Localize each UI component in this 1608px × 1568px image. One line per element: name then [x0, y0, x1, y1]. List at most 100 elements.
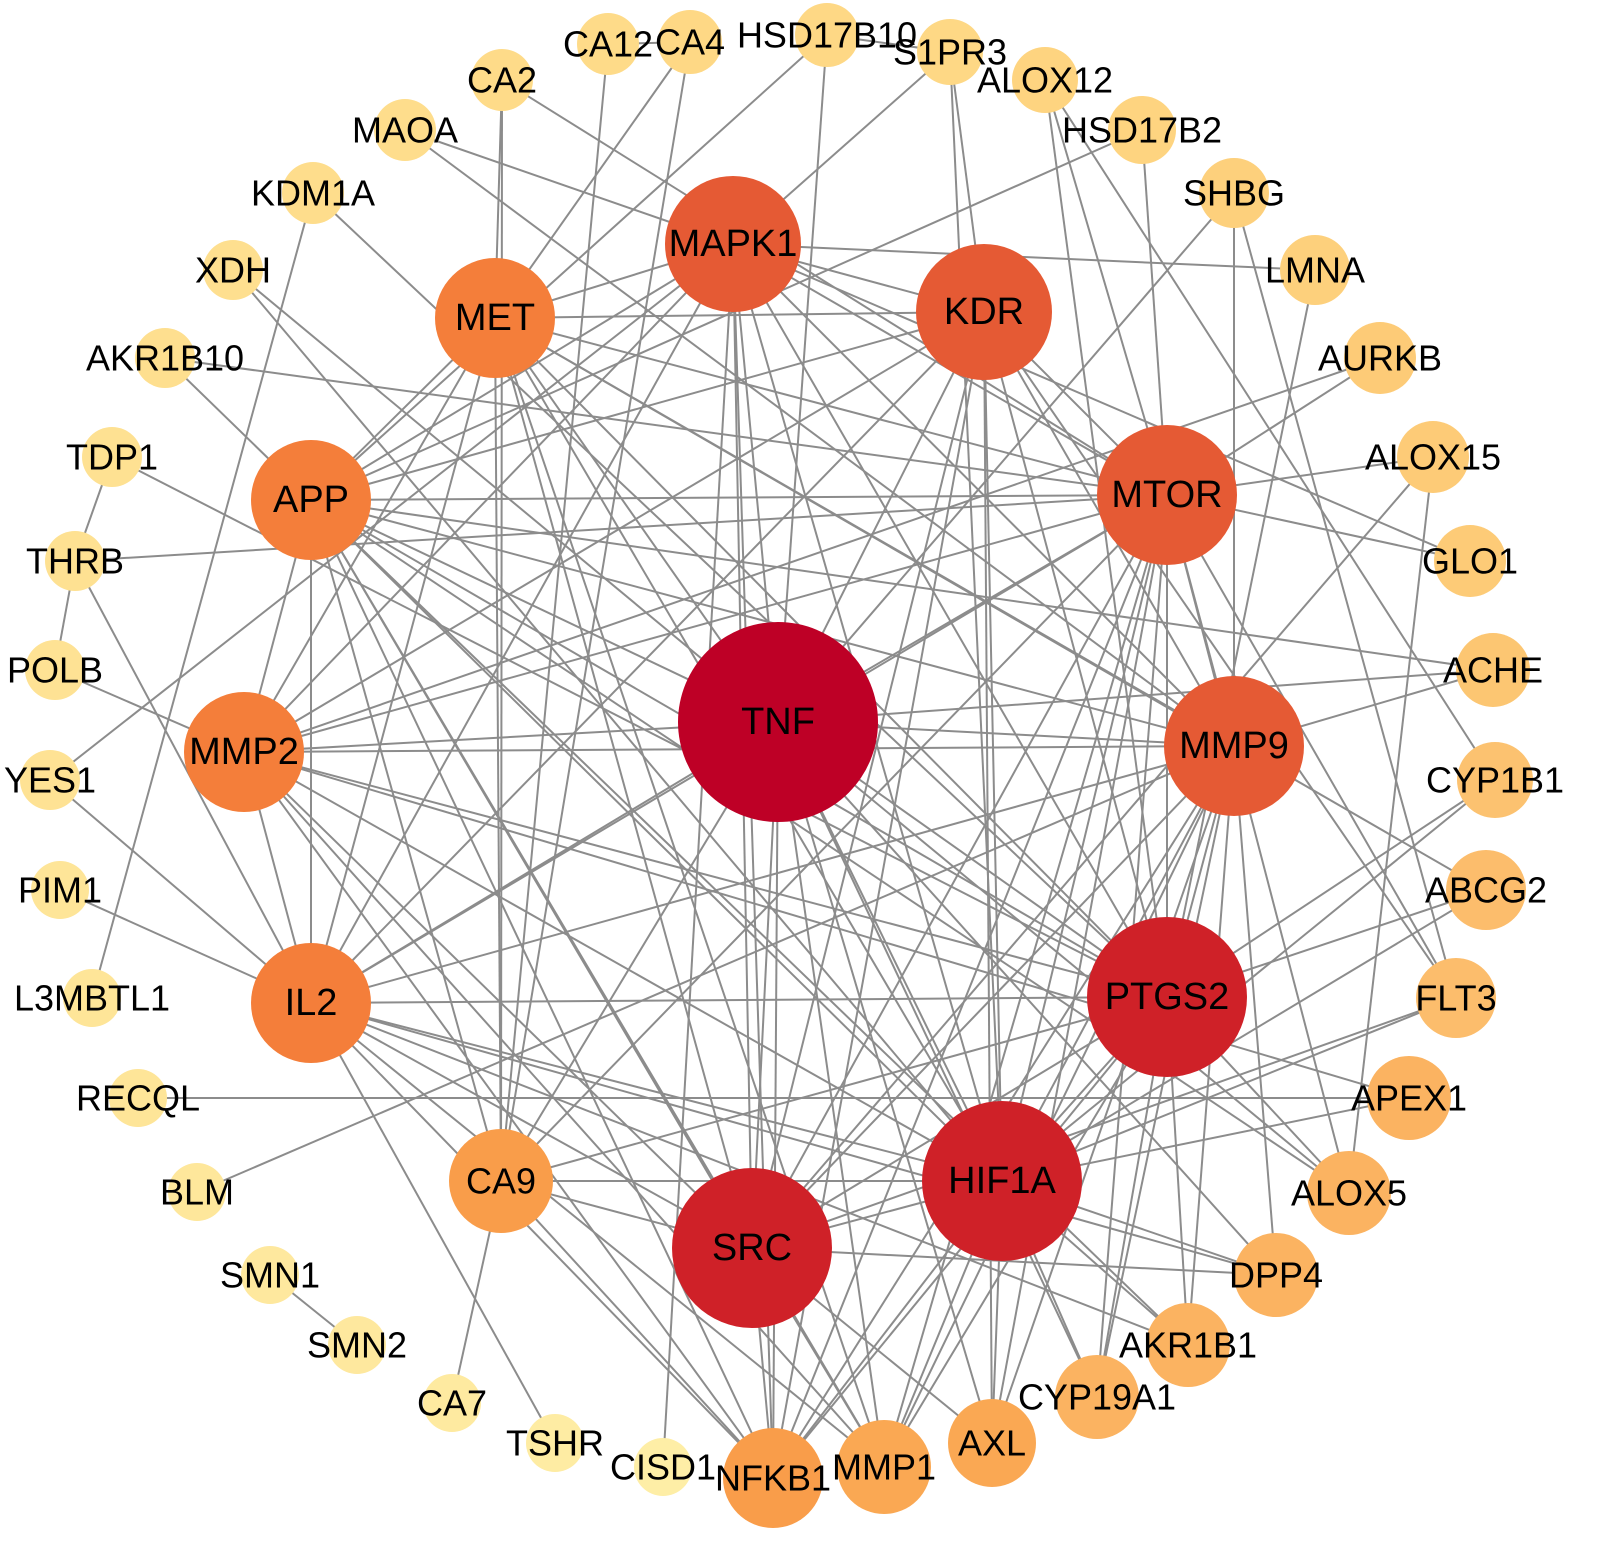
node-kdm1a[interactable] [282, 162, 344, 224]
node-mapk1[interactable] [665, 176, 801, 312]
edge-kdr-il2 [310, 311, 985, 1004]
node-l3mbtl1[interactable] [63, 969, 121, 1027]
node-label: CA9 [466, 1161, 536, 1202]
node-polb[interactable] [25, 640, 85, 700]
edge-ca9-ca2 [500, 79, 503, 1182]
node-mmp9[interactable] [1164, 676, 1304, 816]
node-label: CA7 [417, 1383, 487, 1424]
node-xdh[interactable] [203, 240, 263, 300]
node-circle [282, 162, 344, 224]
node-s1pr3[interactable] [917, 19, 983, 85]
node-aurkb[interactable] [1344, 322, 1416, 394]
node-apex1[interactable] [1367, 1056, 1451, 1140]
node-mmp1[interactable] [837, 1420, 931, 1514]
node-ca4[interactable] [658, 10, 722, 74]
edge-ptgs2-il2 [310, 996, 1168, 1004]
edge-hif1a-app [310, 499, 1003, 1182]
node-alox15[interactable] [1397, 421, 1469, 493]
node-circle [435, 258, 555, 378]
node-circle [374, 99, 436, 161]
node-ca12[interactable] [577, 13, 639, 75]
node-cisd1[interactable] [634, 1438, 692, 1496]
node-thrb[interactable] [45, 531, 105, 591]
node-flt3[interactable] [1416, 958, 1496, 1038]
node-recql[interactable] [109, 1069, 167, 1127]
node-akr1b1[interactable] [1146, 1303, 1230, 1387]
edge-mapk1-il2 [310, 243, 734, 1004]
node-smn2[interactable] [328, 1316, 386, 1374]
edge-kdr-mmp2 [243, 311, 985, 753]
node-label: AKR1B1 [1119, 1325, 1257, 1366]
edge-ca9-ptgs2 [500, 996, 1168, 1182]
node-nfkb1[interactable] [723, 1428, 823, 1528]
node-circle [1367, 1056, 1451, 1140]
edge-hsd17b10-tnf [777, 34, 828, 723]
node-dpp4[interactable] [1234, 1233, 1318, 1317]
node-akr1b10[interactable] [135, 328, 195, 388]
node-label: ALOX5 [1291, 1173, 1407, 1214]
node-hif1a[interactable] [922, 1101, 1082, 1261]
node-ca9[interactable] [449, 1129, 553, 1233]
node-hsd17b10[interactable] [795, 3, 859, 67]
edge-flt3-src [751, 997, 1457, 1249]
node-label: CYP19A1 [1018, 1377, 1176, 1418]
node-tdp1[interactable] [82, 427, 142, 487]
node-axl[interactable] [948, 1399, 1036, 1487]
node-circle [1087, 917, 1247, 1077]
node-abcg2[interactable] [1446, 850, 1526, 930]
node-maoa[interactable] [374, 99, 436, 161]
edge-nfkb1-ca9 [500, 1180, 774, 1479]
node-circle [423, 1374, 481, 1432]
node-label: TDP1 [66, 437, 158, 478]
node-circle [1164, 676, 1304, 816]
node-label: AXL [958, 1423, 1026, 1464]
node-circle [251, 943, 371, 1063]
edge-axl-mtor [991, 494, 1168, 1444]
node-lmna[interactable] [1280, 235, 1350, 305]
node-alox12[interactable] [1012, 47, 1078, 113]
node-label: CA12 [563, 24, 653, 65]
edge-lmna-mapk1 [732, 243, 1316, 271]
node-label: SHBG [1183, 173, 1285, 214]
node-met[interactable] [435, 258, 555, 378]
edge-ache-tnf [777, 669, 1494, 723]
node-mtor[interactable] [1097, 425, 1237, 565]
edge-akr1b10-mtor [164, 357, 1168, 496]
node-pim1[interactable] [31, 861, 89, 919]
node-ptgs2[interactable] [1087, 917, 1247, 1077]
node-circle [251, 440, 371, 560]
node-tshr[interactable] [526, 1414, 584, 1472]
edge-kdr-met [494, 311, 985, 319]
node-il2[interactable] [251, 943, 371, 1063]
node-cyp1b1[interactable] [1457, 742, 1533, 818]
node-ache[interactable] [1456, 633, 1530, 707]
node-blm[interactable] [168, 1163, 226, 1221]
node-label: POLB [7, 650, 103, 691]
node-alox5[interactable] [1307, 1151, 1391, 1235]
node-circle [1344, 322, 1416, 394]
node-label: AKR1B10 [86, 338, 244, 379]
node-kdr[interactable] [916, 244, 1052, 380]
node-circle [1234, 1233, 1318, 1317]
node-circle [1307, 1151, 1391, 1235]
node-hsd17b2[interactable] [1108, 96, 1176, 164]
node-label: ALOX12 [977, 60, 1113, 101]
node-glo1[interactable] [1434, 525, 1506, 597]
node-ca7[interactable] [423, 1374, 481, 1432]
node-src[interactable] [672, 1168, 832, 1328]
node-app[interactable] [251, 440, 371, 560]
node-shbg[interactable] [1199, 158, 1269, 228]
edge-alox15-src [751, 456, 1434, 1249]
node-ca2[interactable] [471, 49, 533, 111]
node-cyp19a1[interactable] [1055, 1355, 1139, 1439]
node-tnf[interactable] [678, 622, 878, 822]
node-mmp2[interactable] [184, 692, 304, 812]
edge-xdh-hif1a [232, 269, 1003, 1182]
edge-dpp4-il2 [310, 1002, 1277, 1276]
node-label: IL2 [285, 982, 338, 1024]
edge-nfkb1-mtor [772, 494, 1168, 1479]
node-label: MMP9 [1179, 725, 1289, 767]
node-yes1[interactable] [20, 750, 80, 810]
node-smn1[interactable] [241, 1246, 299, 1304]
